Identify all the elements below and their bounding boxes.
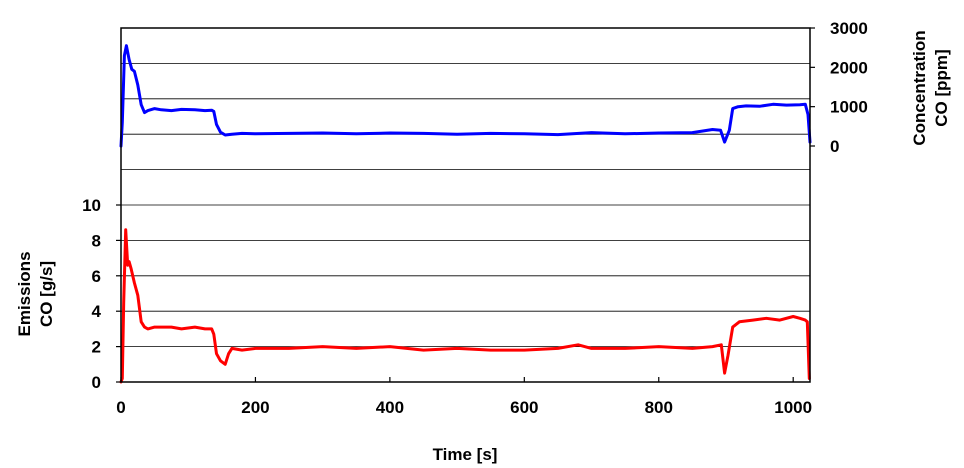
left-axis-title-line2: CO [g/s] bbox=[37, 261, 56, 327]
grid-lines bbox=[121, 63, 810, 348]
series-line-concentration bbox=[119, 44, 812, 148]
data-series bbox=[119, 44, 812, 384]
ticks: 0 200 400 600 800 1000 0 2 4 6 8 10 0 1000 2000 3000 bbox=[82, 19, 868, 417]
x-tick-label: 200 bbox=[241, 398, 269, 417]
right-tick-label: 0 bbox=[830, 137, 839, 156]
x-tick-label: 600 bbox=[510, 398, 538, 417]
left-tick-label: 2 bbox=[92, 338, 101, 357]
left-tick-label: 6 bbox=[92, 267, 101, 286]
right-axis-title: Concentration CO [ppm] bbox=[910, 30, 951, 145]
right-tick-label: 3000 bbox=[830, 19, 868, 38]
right-axis-title-line1: Concentration bbox=[910, 30, 929, 145]
left-tick-label: 10 bbox=[82, 196, 101, 215]
right-tick-label: 1000 bbox=[830, 98, 868, 117]
x-tick-label: 0 bbox=[116, 398, 125, 417]
x-tick-label: 400 bbox=[376, 398, 404, 417]
right-tick-label: 2000 bbox=[830, 58, 868, 77]
series-line-emissions bbox=[119, 228, 811, 384]
left-axis-title-line1: Emissions bbox=[15, 251, 34, 336]
x-tick-label: 1000 bbox=[774, 398, 812, 417]
x-tick-label: 800 bbox=[645, 398, 673, 417]
left-axis-title: Emissions CO [g/s] bbox=[15, 251, 56, 336]
left-tick-label: 0 bbox=[92, 373, 101, 392]
left-tick-label: 4 bbox=[92, 302, 102, 321]
x-axis-title: Time [s] bbox=[433, 445, 498, 464]
left-tick-label: 8 bbox=[92, 231, 101, 250]
right-axis-title-line2: CO [ppm] bbox=[932, 49, 951, 126]
